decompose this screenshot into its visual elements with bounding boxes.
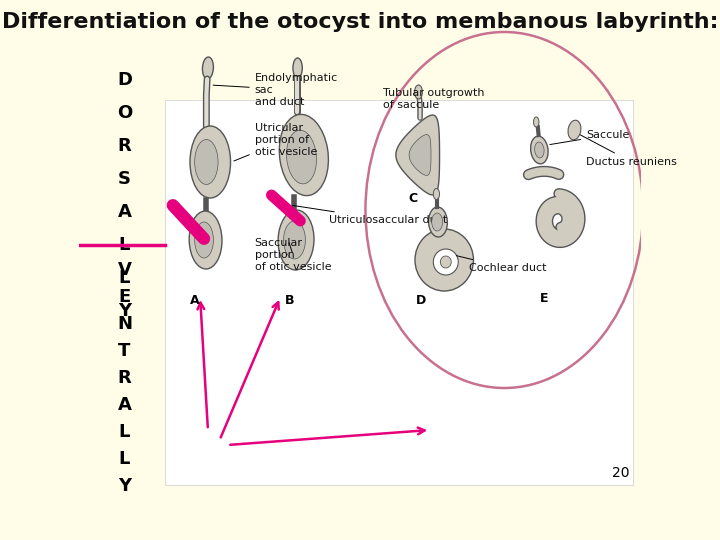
Text: Saccular
portion
of otic vesicle: Saccular portion of otic vesicle <box>255 238 331 272</box>
Text: N: N <box>117 315 132 333</box>
Text: Cochlear duct: Cochlear duct <box>456 255 546 273</box>
Ellipse shape <box>287 130 317 184</box>
Polygon shape <box>396 115 439 195</box>
Text: O: O <box>117 104 132 122</box>
Ellipse shape <box>432 213 443 231</box>
Ellipse shape <box>194 222 213 258</box>
Text: Y: Y <box>118 477 131 495</box>
Text: Utricular
portion of
otic vesicle: Utricular portion of otic vesicle <box>234 124 317 161</box>
Text: A: A <box>117 396 132 414</box>
Polygon shape <box>409 134 431 176</box>
Text: Y: Y <box>118 302 131 320</box>
Ellipse shape <box>279 114 328 195</box>
Text: C: C <box>408 192 418 205</box>
Text: E: E <box>540 292 549 305</box>
Text: S: S <box>118 170 131 188</box>
Ellipse shape <box>293 58 302 78</box>
Ellipse shape <box>433 249 458 275</box>
Text: T: T <box>118 342 130 360</box>
Ellipse shape <box>415 229 474 291</box>
Text: Saccule: Saccule <box>550 130 629 145</box>
Text: D: D <box>117 71 132 89</box>
Text: 20: 20 <box>612 466 630 480</box>
Ellipse shape <box>190 126 230 198</box>
Text: L: L <box>119 269 130 287</box>
Ellipse shape <box>278 210 314 270</box>
Ellipse shape <box>535 142 544 158</box>
Ellipse shape <box>284 221 305 259</box>
Text: L: L <box>119 423 130 441</box>
Ellipse shape <box>534 117 539 127</box>
Text: L: L <box>119 236 130 254</box>
Text: A: A <box>117 203 132 221</box>
Text: D: D <box>415 294 426 307</box>
Ellipse shape <box>202 57 213 79</box>
Text: Endolymphatic
sac
and duct: Endolymphatic sac and duct <box>213 73 338 106</box>
Ellipse shape <box>433 188 439 199</box>
Text: R: R <box>117 137 131 155</box>
Ellipse shape <box>568 120 581 140</box>
Ellipse shape <box>415 85 423 99</box>
FancyBboxPatch shape <box>165 100 633 485</box>
Ellipse shape <box>428 207 447 237</box>
Text: L: L <box>119 450 130 468</box>
Ellipse shape <box>189 211 222 269</box>
Text: Tubular outgrowth
of saccule: Tubular outgrowth of saccule <box>383 88 485 110</box>
Text: E: E <box>118 288 130 306</box>
Text: R: R <box>117 369 131 387</box>
Text: A: A <box>190 294 199 307</box>
Text: B: B <box>285 294 294 307</box>
Text: Utriculosaccular duct: Utriculosaccular duct <box>292 205 447 225</box>
Ellipse shape <box>441 256 451 268</box>
Text: Differentiation of the otocyst into membanous labyrinth:: Differentiation of the otocyst into memb… <box>1 12 719 32</box>
Text: Ductus reuniens: Ductus reuniens <box>580 134 677 167</box>
Ellipse shape <box>531 136 548 164</box>
Text: V: V <box>117 261 132 279</box>
Ellipse shape <box>194 139 218 185</box>
